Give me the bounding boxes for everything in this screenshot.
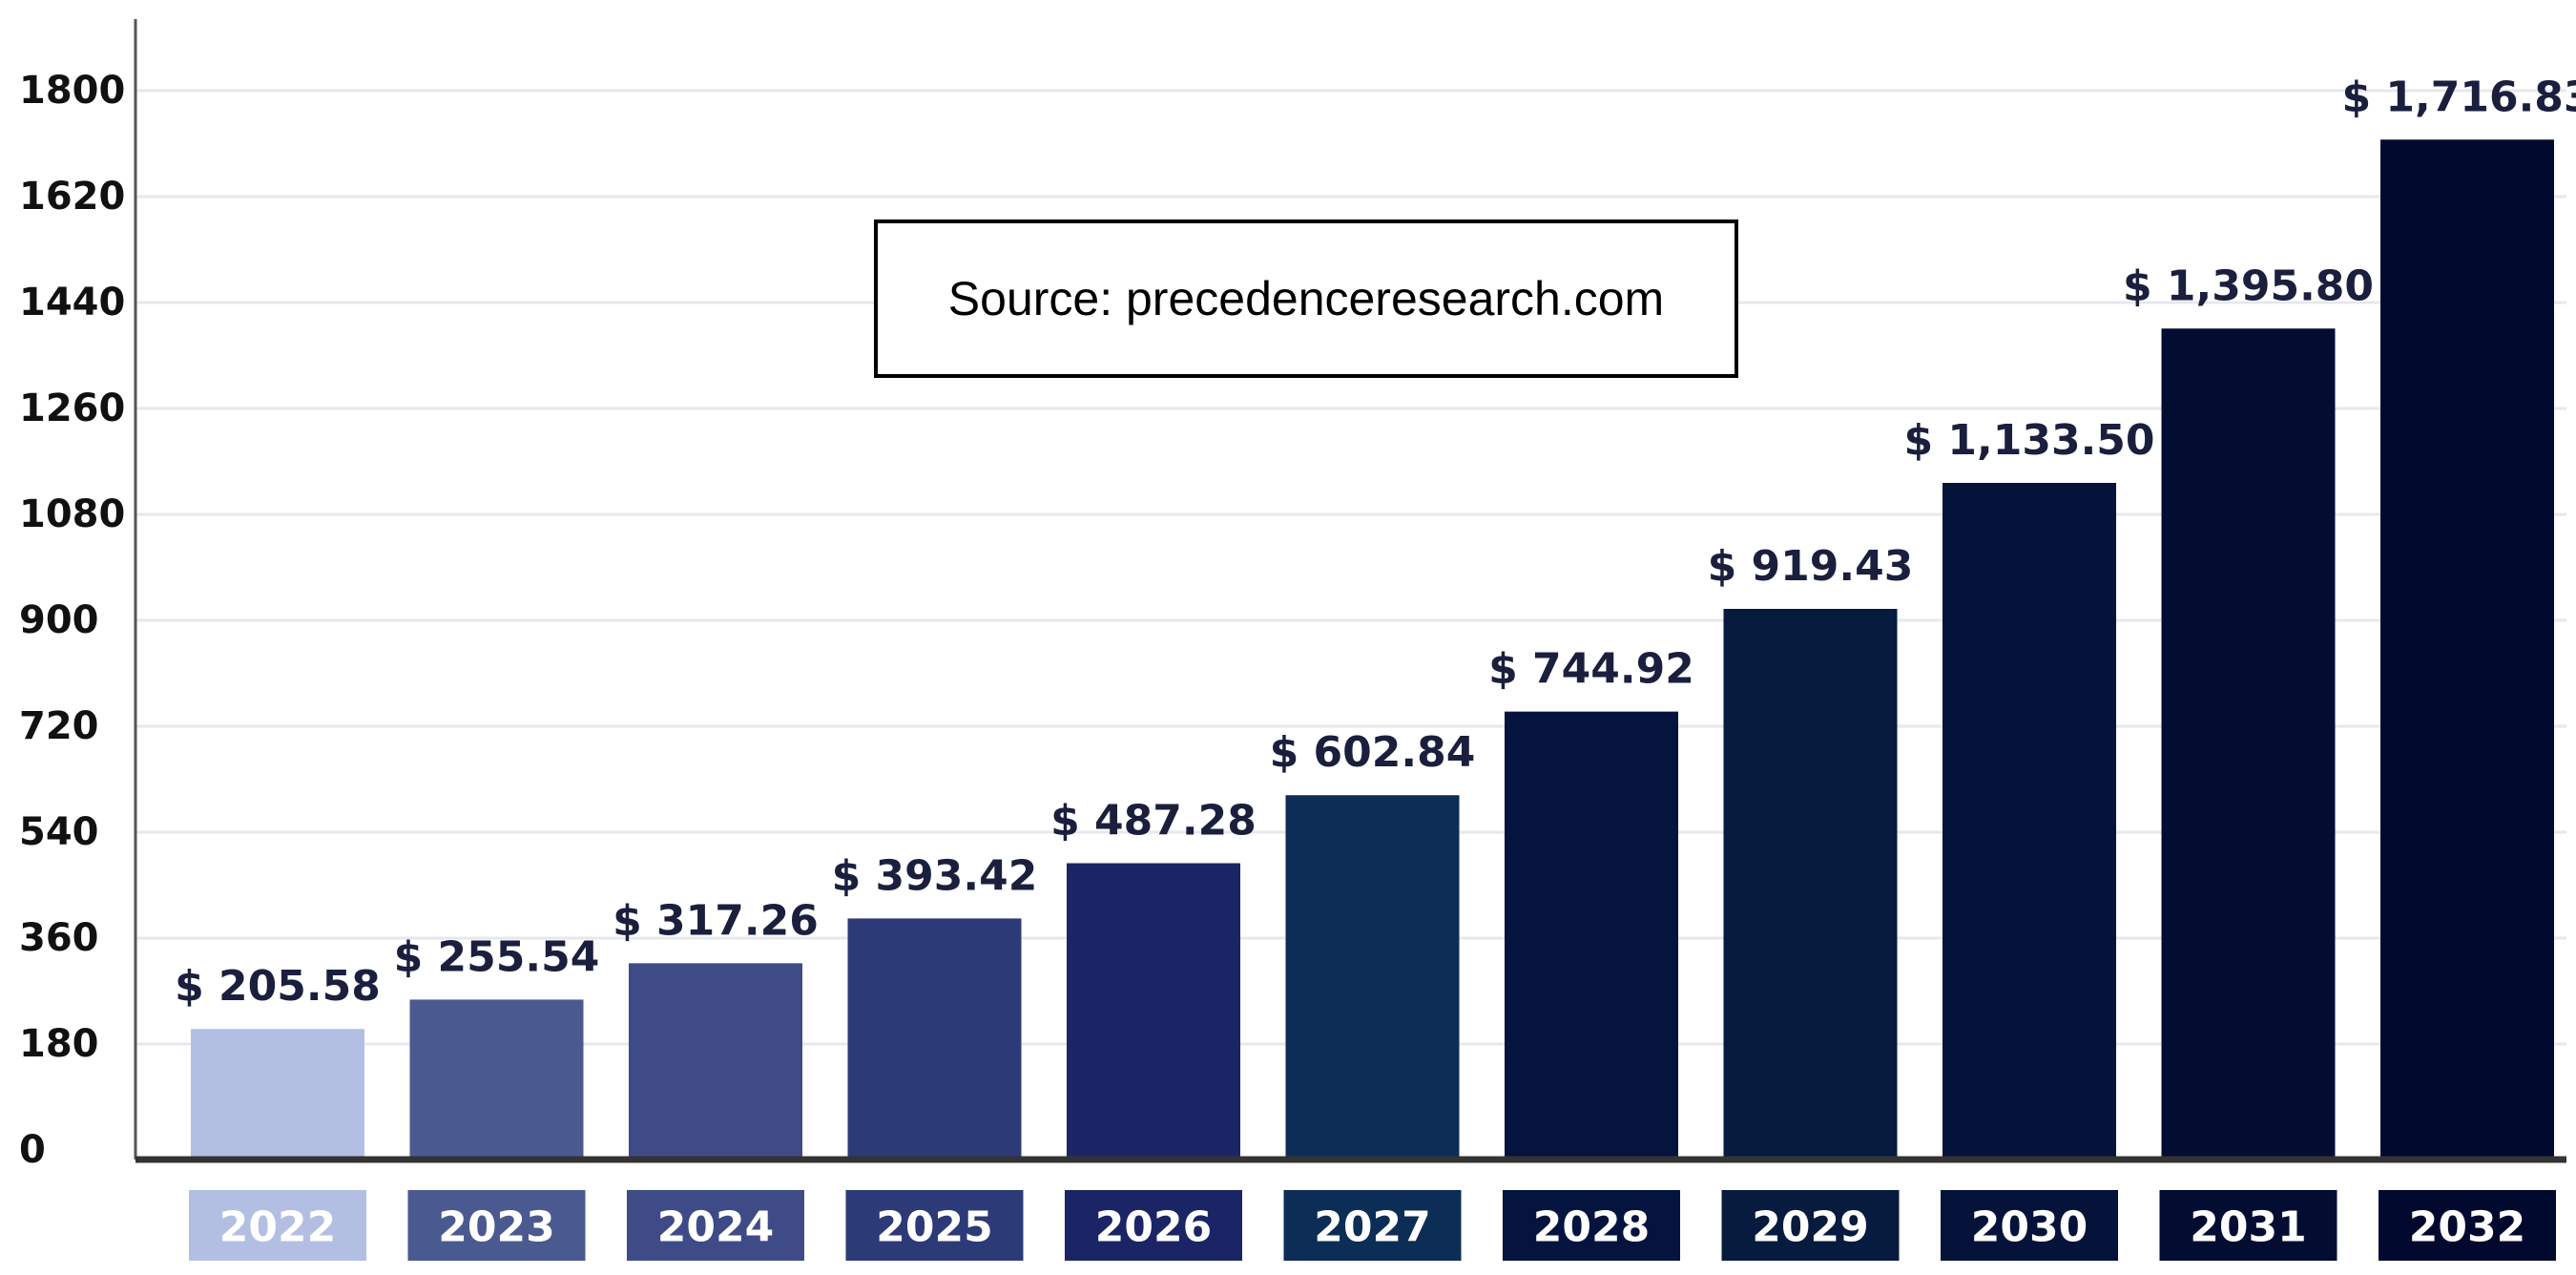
y-tick-label: 900: [19, 598, 99, 642]
year-badge: [1503, 1190, 1680, 1261]
year-badge: [2379, 1190, 2556, 1261]
y-tick-label: 180: [19, 1022, 99, 1066]
bar: [1723, 609, 1898, 1158]
x-tick-label: 2028: [1533, 1203, 1650, 1252]
year-badge: [627, 1190, 804, 1261]
x-tick-label: 2023: [438, 1203, 554, 1252]
year-badge: [1065, 1190, 1242, 1261]
bar: [2380, 139, 2554, 1158]
bar: [1942, 483, 2116, 1159]
x-tick-label: 2026: [1095, 1203, 1212, 1252]
year-badge: [2159, 1190, 2337, 1261]
gridlines: [135, 89, 2566, 1046]
bar-value-label: $ 919.43: [1708, 542, 1914, 591]
year-badge: [1283, 1190, 1462, 1261]
y-tick-label: 1620: [19, 175, 125, 219]
x-tick-label: 2022: [219, 1203, 336, 1252]
bar-value-label: $ 602.84: [1270, 728, 1476, 777]
source-box: [874, 219, 1738, 378]
y-tick-label: 1800: [19, 69, 125, 113]
bar: [847, 918, 1022, 1158]
y-axis-ticks: 0 180 360 540 720 900 1080 1260 1440 1620 1800: [19, 69, 125, 1172]
source-annotation: Source: precedenceresearch.com: [874, 219, 1738, 378]
bar: [2161, 328, 2336, 1158]
bar: [1285, 795, 1460, 1158]
y-tick-label: 360: [19, 916, 99, 960]
x-tick-label: 2032: [2409, 1203, 2525, 1252]
x-tick-label: 2024: [657, 1203, 774, 1252]
bar-value-label: $ 1,716.83: [2341, 73, 2576, 121]
year-badge: [1941, 1190, 2118, 1261]
year-badge: [407, 1190, 586, 1261]
bar: [629, 963, 802, 1158]
x-tick-label: 2030: [1971, 1203, 2088, 1252]
x-tick-label: 2031: [2190, 1203, 2306, 1252]
bar-value-label: $ 205.58: [175, 962, 381, 1011]
source-text: Source: precedenceresearch.com: [948, 272, 1664, 325]
bars: $ 205.58 $ 255.54 $ 317.26 $ 393.42$ 487.28…: [175, 73, 2576, 1159]
year-badge: [189, 1190, 366, 1261]
bar-value-label: $ 255.54: [394, 932, 600, 981]
y-tick-label: 1440: [19, 281, 125, 324]
bar-value-label: $ 487.28: [1050, 797, 1257, 846]
y-tick-label: 1080: [19, 492, 125, 536]
x-tick-label: 2027: [1314, 1203, 1430, 1252]
y-tick-label: 720: [19, 704, 99, 748]
bar: [1067, 863, 1240, 1158]
bar: [191, 1029, 364, 1158]
year-badge: [845, 1190, 1024, 1261]
year-badge: [1721, 1190, 1900, 1261]
bar-value-label: $ 393.42: [832, 851, 1038, 900]
x-tick-label: 2029: [1752, 1203, 1868, 1252]
bar-value-label: $ 1,133.50: [1903, 416, 2154, 465]
bar-value-label: $ 1,395.80: [2123, 261, 2374, 310]
bar: [409, 999, 584, 1158]
y-tick-label: 1260: [19, 387, 125, 430]
bar-value-label: $ 744.92: [1488, 645, 1694, 694]
y-tick-label: 0: [19, 1128, 46, 1172]
bar: [1505, 711, 1678, 1158]
x-axis-categories: 2022 2023 2024 2025 2026 2027 2028 2029 2030 2031…: [189, 1190, 2556, 1261]
bar-value-label: $ 317.26: [613, 896, 819, 945]
x-tick-label: 2025: [876, 1203, 992, 1252]
y-tick-label: 540: [19, 810, 99, 854]
